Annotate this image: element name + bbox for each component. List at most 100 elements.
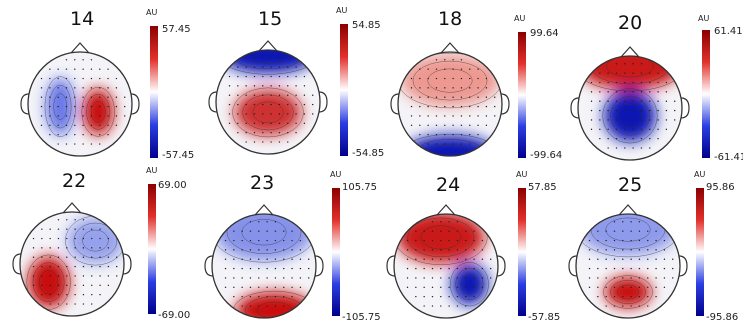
sensor-dot <box>460 59 463 61</box>
sensor-dot <box>444 105 446 108</box>
sensor-dot <box>431 305 434 307</box>
panel-title: 14 <box>70 8 95 30</box>
colorbar-max-label: 57.45 <box>162 24 191 35</box>
sensor-dot <box>419 96 421 98</box>
sensor-dot <box>291 258 293 260</box>
sensor-dot <box>435 68 438 70</box>
sensor-dot <box>435 59 438 61</box>
sensor-dot <box>607 119 609 121</box>
contour-line <box>602 88 658 144</box>
sensor-dot <box>258 295 260 298</box>
sensor-dot <box>308 258 310 260</box>
sensor-dot <box>66 256 68 258</box>
sensor-dot <box>99 133 101 136</box>
activity-blob <box>214 214 314 261</box>
sensor-dot <box>262 141 264 143</box>
sensor-dot <box>99 237 101 240</box>
sensor-dot <box>74 275 76 277</box>
sensor-dot <box>90 115 93 117</box>
topomap-panel: 23 AU 105.75 -105.75 <box>190 166 381 331</box>
sensor-dot <box>66 275 68 277</box>
colorbar <box>518 32 526 158</box>
sensor-dot <box>295 131 297 134</box>
sensor-dot <box>270 85 272 87</box>
sensor-dot <box>49 237 51 240</box>
sensor-dot <box>465 277 467 279</box>
sensor-dot <box>49 265 51 268</box>
activity-blob <box>604 276 652 308</box>
sensor-dot <box>116 265 118 268</box>
sensor-dot <box>613 258 616 260</box>
sensor-dot <box>287 103 289 106</box>
sensor-dot <box>66 237 68 240</box>
right-ear <box>678 255 688 277</box>
sensor-dot <box>460 105 463 108</box>
sensor-dot <box>588 277 591 279</box>
sensor-dot <box>237 103 239 106</box>
sensor-dot <box>270 57 272 59</box>
colorbar-min-label: -99.64 <box>530 150 563 161</box>
sensor-dot <box>90 133 93 136</box>
sensor-dot <box>599 81 601 84</box>
sensor-dot <box>649 109 651 112</box>
sensor-dot <box>303 94 306 96</box>
sensor-dot <box>287 85 289 87</box>
sensor-dot <box>115 96 118 98</box>
sensor-dot <box>427 77 429 80</box>
sensor-dot <box>283 258 285 260</box>
sensor-dot <box>91 265 93 268</box>
sensor-dot <box>266 230 268 232</box>
sensor-dot <box>99 247 101 249</box>
sensor-dot <box>665 81 668 84</box>
head-topomap <box>204 204 324 319</box>
sensor-dot <box>452 124 454 127</box>
sensor-dot <box>253 94 256 96</box>
sensor-dot <box>82 77 84 80</box>
sensor-dot <box>613 249 616 251</box>
sensor-dot <box>241 239 243 242</box>
sensor-dot <box>597 277 599 279</box>
nose <box>70 42 90 54</box>
activity-blob <box>82 88 114 136</box>
sensor-dot <box>65 59 68 61</box>
sensor-dot <box>590 128 593 131</box>
sensor-dot <box>632 147 634 149</box>
sensor-dot <box>237 85 239 87</box>
sensor-dot <box>672 267 674 270</box>
sensor-dot <box>588 249 591 251</box>
sensor-dot <box>90 68 93 70</box>
sensor-dot <box>435 77 438 80</box>
sensor-dot <box>99 228 101 230</box>
sensor-dot <box>444 87 446 89</box>
activity-blob <box>234 89 302 136</box>
sensor-dot <box>448 258 450 260</box>
sensor-dot <box>435 105 438 108</box>
sensor-dot <box>253 122 256 125</box>
sensor-dot <box>630 267 632 270</box>
sensor-dot <box>291 295 293 298</box>
sensor-dot <box>287 113 289 115</box>
sensor-dot <box>452 96 454 98</box>
sensor-dot <box>632 119 634 121</box>
sensor-dot <box>607 109 609 112</box>
sensor-dot <box>262 103 264 106</box>
colorbar <box>148 184 156 314</box>
sensor-dot <box>630 305 632 307</box>
sensor-dot <box>74 293 76 296</box>
contour-line <box>427 68 473 93</box>
sensor-dot <box>274 258 277 260</box>
sensor-dot <box>308 267 310 270</box>
sensor-dot <box>452 87 454 89</box>
sensor-dot <box>49 256 51 258</box>
sensor-dot <box>665 100 668 102</box>
sensor-dot <box>82 293 85 296</box>
sensor-dot <box>473 239 475 242</box>
sensor-dot <box>624 109 626 112</box>
left-ear <box>386 255 396 277</box>
sensor-dot <box>99 87 101 89</box>
sensor-dot <box>65 143 68 145</box>
sensor-dot <box>456 286 459 289</box>
sensor-dot <box>460 124 463 127</box>
sensor-dot <box>655 230 657 232</box>
sensor-dot <box>444 59 446 61</box>
